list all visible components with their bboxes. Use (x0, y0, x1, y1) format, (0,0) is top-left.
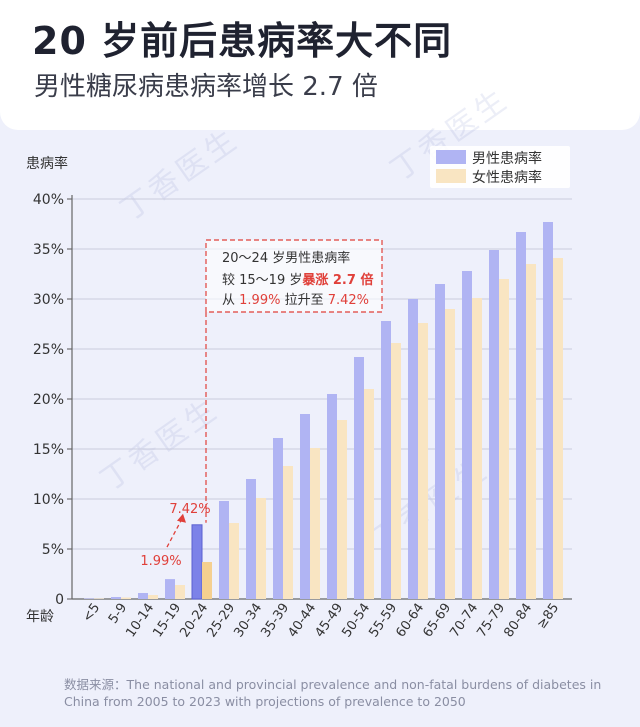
y-tick-label: 25% (33, 342, 64, 358)
bar-male (354, 357, 364, 599)
annotation-line-2: 较 15～19 岁暴涨 2.7 倍 (222, 272, 373, 288)
data-source-text: The national and provincial prevalence a… (64, 677, 602, 709)
bar-female (445, 309, 455, 599)
data-label-20-24: 7.42% (169, 502, 210, 517)
x-tick-label: ≥85 (534, 601, 562, 632)
data-source-prefix: 数据来源： (64, 677, 127, 692)
bar-female (364, 389, 374, 599)
annotation-line-1: 20～24 岁男性患病率 (222, 250, 350, 266)
annotation-arrow-line (166, 518, 183, 548)
bar-female (472, 298, 482, 599)
y-axis-label: 患病率 (26, 155, 68, 172)
legend-label-female: 女性患病率 (472, 169, 542, 186)
annotation-line-3-part-1: 从 (222, 293, 239, 308)
y-tick-label: 35% (33, 242, 64, 258)
annotation-line-3-part-4: 7.42% (328, 293, 369, 308)
bar-female (337, 420, 347, 599)
bar-female (148, 595, 158, 599)
x-tick-label: 40-44 (285, 601, 319, 641)
bar-female (391, 343, 401, 599)
x-tick-label: 70-74 (447, 601, 481, 641)
header: 20 岁前后患病率大不同 男性糖尿病患病率增长 2.7 倍 (0, 0, 640, 130)
bar-male (408, 299, 418, 599)
x-tick-label: 5-9 (106, 601, 130, 627)
bar-female (121, 597, 131, 599)
bar-female (499, 279, 509, 599)
bar-female (256, 498, 266, 599)
bar-male (138, 593, 148, 599)
x-tick-label: <5 (80, 601, 103, 625)
bar-male (273, 438, 283, 599)
y-tick-label: 20% (33, 392, 64, 408)
page-title: 20 岁前后患病率大不同 (32, 19, 453, 63)
legend-swatch-female (436, 169, 466, 183)
data-source-note: 数据来源：The national and provincial prevale… (64, 676, 624, 710)
x-tick-label: 35-39 (258, 601, 292, 641)
annotation-line-3-part-2: 1.99% (239, 293, 280, 308)
annotation-line-2-prefix: 较 15～19 岁 (222, 273, 302, 288)
bar-male (165, 579, 175, 599)
y-tick-label: 0 (55, 592, 64, 608)
bar-male (516, 232, 526, 599)
bar-male (543, 222, 553, 599)
annotation-line-3-part-3: 拉升至 (280, 293, 327, 308)
bar-male (246, 479, 256, 599)
x-tick-label: 80-84 (501, 601, 535, 641)
bar-male (327, 394, 337, 599)
bar-female (175, 585, 185, 599)
legend-swatch-male (436, 150, 466, 164)
x-tick-label: 60-64 (393, 601, 427, 641)
bar-female (526, 264, 536, 599)
x-tick-label: 25-29 (204, 601, 238, 641)
y-tick-label: 15% (33, 442, 64, 458)
legend-label-male: 男性患病率 (472, 150, 542, 167)
annotation-line-3: 从 1.99% 拉升至 7.42% (222, 293, 369, 308)
bar-female (310, 448, 320, 599)
annotation-box (205, 239, 383, 313)
bar-male (84, 598, 94, 599)
bar-female (202, 562, 212, 599)
x-tick-label: 30-34 (231, 601, 265, 641)
x-tick-label: 10-14 (123, 601, 157, 641)
bar-male (219, 501, 229, 599)
bar-female (229, 523, 239, 599)
bar-male (489, 250, 499, 599)
data-label-15-19: 1.99% (140, 554, 181, 569)
x-tick-label: 75-79 (474, 601, 508, 641)
bar-female (553, 258, 563, 599)
x-axis-label: 年龄 (26, 609, 54, 625)
bar-male (300, 414, 310, 599)
page-subtitle: 男性糖尿病患病率增长 2.7 倍 (34, 72, 378, 102)
y-tick-label: 30% (33, 292, 64, 308)
x-tick-label: 55-59 (366, 601, 400, 641)
bar-male (435, 284, 445, 599)
x-tick-label: 15-19 (150, 601, 184, 641)
y-tick-label: 10% (33, 492, 64, 508)
bar-male (462, 271, 472, 599)
bar-female (283, 466, 293, 599)
x-tick-label: 65-69 (420, 601, 454, 641)
bar-female (418, 323, 428, 599)
annotation-line-2-highlight: 暴涨 2.7 倍 (301, 272, 373, 288)
y-tick-label: 5% (42, 542, 64, 558)
bar-male (381, 321, 391, 599)
bar-male (191, 524, 203, 600)
y-tick-label: 40% (33, 192, 64, 208)
bar-chart: 患病率 0 5% 10% 15% 20% 25% 30% 35% 40% <5 5-910-1415-… (26, 146, 572, 641)
bar-female (94, 598, 104, 599)
annotation-arrowhead (177, 513, 186, 523)
x-tick-label: 20-24 (177, 601, 211, 641)
bar-male (111, 597, 121, 599)
x-tick-label: 50-54 (339, 601, 373, 641)
x-tick-label: 45-49 (312, 601, 346, 641)
